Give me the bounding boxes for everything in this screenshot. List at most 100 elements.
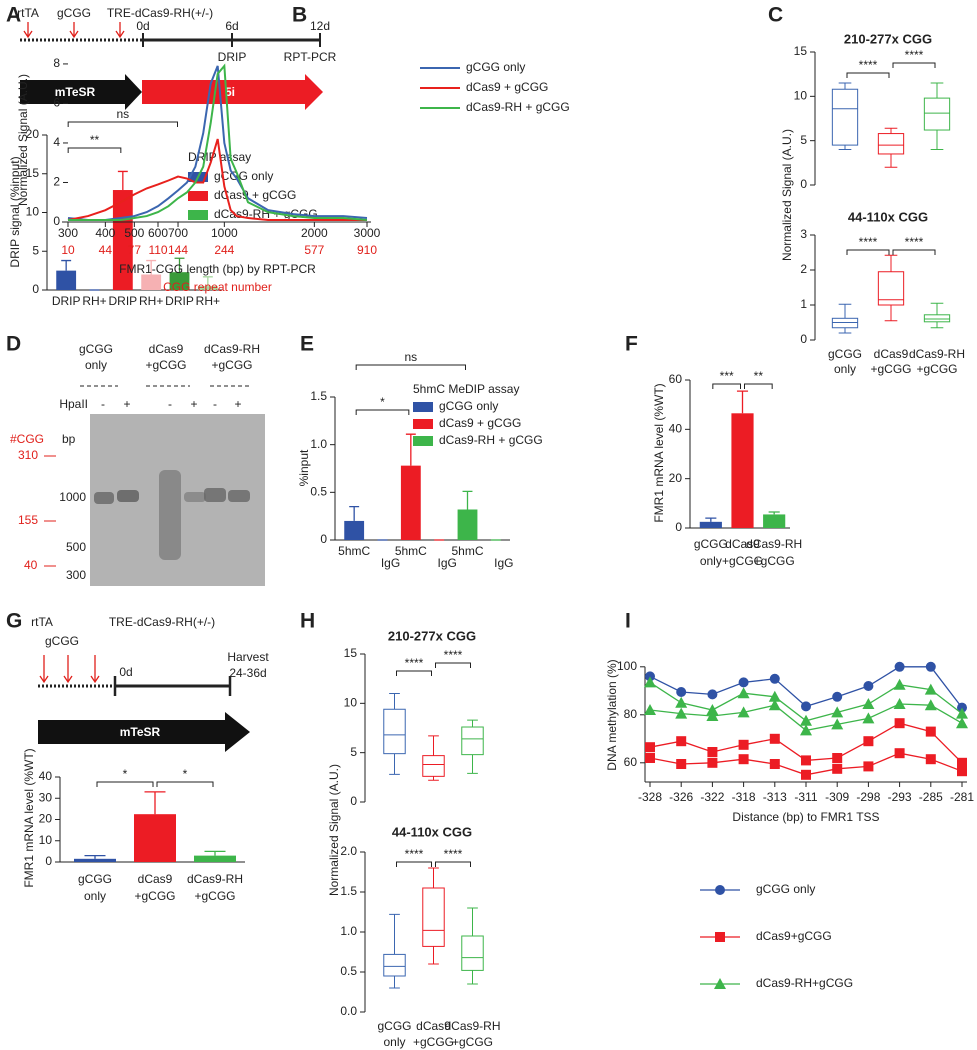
x-tick-label: -281 bbox=[950, 790, 974, 804]
marker bbox=[831, 706, 844, 718]
x2-tick-label: 44 bbox=[99, 243, 113, 257]
arrow bbox=[20, 74, 142, 110]
sample-label: gCGG bbox=[79, 342, 113, 356]
y-tick-label: 10 bbox=[26, 205, 40, 219]
marker bbox=[769, 733, 780, 744]
error-bar bbox=[202, 276, 213, 287]
y-tick-label: 0 bbox=[53, 214, 60, 228]
bp-header: bp bbox=[62, 432, 76, 446]
y-tick-label: 0 bbox=[800, 177, 807, 191]
x-tick-label: DRIP bbox=[108, 294, 137, 308]
marker bbox=[956, 707, 968, 719]
box bbox=[422, 887, 445, 947]
medium: mTeSR bbox=[120, 725, 161, 739]
marker-tick bbox=[44, 455, 56, 567]
significance-label: **** bbox=[444, 648, 463, 662]
x-tick-label: only bbox=[84, 889, 106, 903]
x-tick-label: -318 bbox=[732, 790, 756, 804]
y-tick-label: 80 bbox=[624, 707, 638, 721]
y-tick-label: 10 bbox=[39, 833, 53, 847]
legend-swatch bbox=[413, 402, 433, 412]
y-axis-label: FMR1 mRNA level (%WT) bbox=[22, 748, 36, 887]
x-tick-label: DRIP bbox=[165, 294, 194, 308]
x-tick-label: -313 bbox=[763, 790, 787, 804]
bp-mark: 300 bbox=[66, 568, 86, 582]
gel-panel: gCGG only dCas9 +gCGG dCas9-RH +gCGG Hpa… bbox=[10, 342, 265, 586]
x-tick-label: 400 bbox=[95, 226, 115, 240]
y-tick-label: 0 bbox=[320, 532, 327, 546]
significance-bracket bbox=[355, 364, 466, 370]
line bbox=[67, 65, 368, 222]
bar bbox=[344, 520, 365, 540]
bar bbox=[197, 286, 218, 290]
panel-letter: F bbox=[625, 333, 638, 356]
x-tick-label: dCas9-RH bbox=[444, 1019, 500, 1033]
y-tick-label: 5 bbox=[32, 243, 39, 257]
significance-bracket bbox=[892, 62, 936, 68]
marker bbox=[956, 717, 968, 729]
marker bbox=[769, 759, 780, 769]
medium: 5i bbox=[225, 85, 235, 99]
y-axis-label: DNA methylation (%) bbox=[605, 659, 619, 770]
medium: mTeSR bbox=[55, 85, 96, 99]
x-tick-label: +gCGG bbox=[754, 554, 795, 568]
box bbox=[461, 726, 484, 756]
y-axis-label: %input bbox=[297, 449, 311, 486]
y-tick-label: 6 bbox=[53, 96, 60, 110]
panel-letter: A bbox=[6, 4, 21, 27]
lane-label: + bbox=[190, 397, 197, 411]
significance-bracket bbox=[396, 670, 432, 676]
x-tick-label: dCas9-RH bbox=[746, 537, 802, 551]
x-tick-label: -309 bbox=[825, 790, 849, 804]
x-tick-label: +gCGG bbox=[452, 1035, 493, 1049]
x-tick-label: dCas9 bbox=[416, 1019, 451, 1033]
chart-title: 44-110x CGG bbox=[392, 824, 472, 839]
box bbox=[923, 314, 951, 323]
marker bbox=[831, 718, 844, 730]
x-tick-label: dCas9-RH bbox=[909, 347, 965, 361]
marker bbox=[706, 704, 719, 715]
x-tick-label: dCas9 bbox=[874, 347, 909, 361]
y-tick-label: 1 bbox=[800, 297, 807, 311]
legend-title: 5hmC MeDIP assay bbox=[413, 382, 519, 396]
error-bar bbox=[349, 505, 360, 521]
schematic-g: rtTA gCGG TRE-dCas9-RH(+/-) 0d Harvest 2… bbox=[31, 615, 269, 752]
assay: DRIP bbox=[218, 50, 247, 64]
marker bbox=[644, 676, 656, 688]
y-tick-label: 20 bbox=[39, 812, 53, 826]
significance-label: * bbox=[183, 767, 188, 781]
marker bbox=[715, 885, 725, 895]
marker bbox=[715, 932, 725, 942]
y-tick-label: 8 bbox=[53, 56, 60, 70]
x-tick-label: 500 bbox=[124, 226, 144, 240]
marker bbox=[894, 661, 905, 672]
marker bbox=[925, 754, 936, 765]
y-tick-label: 5 bbox=[350, 745, 357, 759]
line bbox=[67, 138, 367, 222]
lane-label: + bbox=[234, 397, 241, 411]
bar bbox=[169, 272, 190, 290]
y-tick-label: 1.5 bbox=[310, 389, 327, 403]
error-bar bbox=[768, 511, 780, 515]
marker bbox=[924, 699, 937, 711]
bar bbox=[141, 274, 162, 290]
x-tick-label: -285 bbox=[919, 790, 943, 804]
bp-mark: 1000 bbox=[59, 490, 86, 504]
marker bbox=[676, 759, 687, 769]
y-tick-label: 60 bbox=[624, 755, 638, 769]
panel-letter: C bbox=[768, 4, 783, 27]
marker bbox=[707, 747, 718, 757]
error-bar bbox=[117, 170, 128, 191]
sample-label: +gCGG bbox=[145, 358, 186, 372]
marker bbox=[737, 706, 750, 718]
whisker bbox=[389, 913, 400, 989]
significance-bracket bbox=[846, 249, 890, 255]
significance-label: **** bbox=[405, 847, 424, 861]
x-tick-label: only bbox=[383, 1035, 405, 1049]
y-tick-label: 5 bbox=[800, 133, 807, 147]
x-tick-label: dCas9-RH bbox=[187, 872, 243, 886]
y-tick-label: 100 bbox=[617, 659, 637, 673]
x2-tick-label: 577 bbox=[304, 243, 324, 257]
bar bbox=[457, 509, 478, 540]
